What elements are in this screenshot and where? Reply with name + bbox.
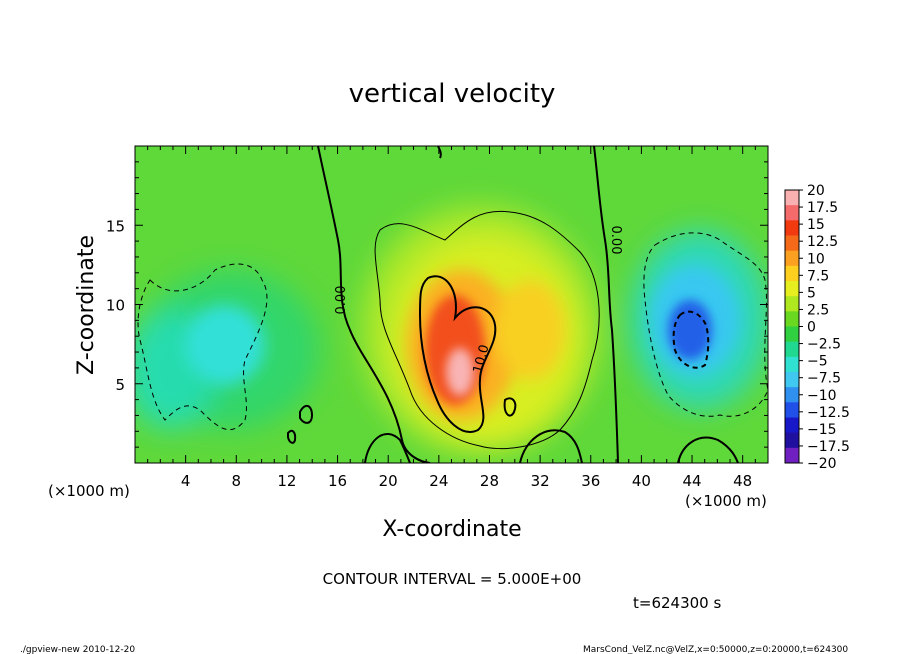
contour-label-ten: 10.0	[471, 343, 493, 375]
plot-area: 0.00 0.00 10.0	[135, 146, 768, 463]
colorbar-label: 17.5	[807, 200, 838, 216]
contour-bottom-right	[519, 429, 583, 463]
colorbar-label: 0	[807, 320, 816, 336]
colorbar-label: −5	[807, 354, 828, 370]
colorbar-label: 15	[807, 217, 825, 233]
colorbar-swatch	[785, 296, 799, 312]
colorbar-swatch	[785, 356, 799, 373]
colorbar-label: −10	[807, 388, 837, 404]
colorbar-swatch	[785, 341, 799, 358]
x-tick-label: 32	[531, 472, 550, 490]
y-axis-label: Z-coordinate	[74, 235, 99, 375]
x-tick-label: 28	[480, 472, 499, 490]
y-tick-label: 10	[106, 297, 125, 315]
colorbar-swatch	[785, 220, 799, 236]
colorbar-swatch	[785, 372, 799, 388]
y-tick-label: 15	[106, 217, 125, 235]
colorbar-swatch	[785, 250, 799, 267]
heatmap-region-updraft-peak	[446, 348, 474, 396]
footer-right: MarsCond_VelZ.nc@VelZ,x=0:50000,z=0:2000…	[583, 645, 848, 654]
x-tick-label: 8	[232, 472, 242, 490]
colorbar-label: 5	[807, 285, 816, 301]
x-unit-right: (×1000 m)	[685, 492, 767, 510]
colorbar-swatch	[785, 326, 799, 343]
x-axis: 4 8 12 16 20 24 28 32 36 40 44 48	[134, 146, 769, 490]
contour-small-blob-b	[287, 429, 297, 444]
contour-ten	[418, 275, 497, 433]
colorbar-label: −2.5	[807, 337, 841, 353]
colorbar-label: 10	[807, 251, 825, 267]
colorbar-swatch	[785, 265, 799, 282]
colorbar-swatch	[785, 235, 799, 252]
heatmap-region-updraft-arm	[495, 280, 565, 380]
footer-left: ./gpview-new 2010-12-20	[20, 645, 135, 654]
colorbar-swatch	[785, 417, 799, 434]
colorbar-swatch	[785, 432, 799, 449]
x-tick-label: 24	[429, 472, 448, 490]
contour-five	[374, 210, 600, 450]
y-tick-label: 5	[115, 376, 125, 394]
time-text: t=624300 s	[633, 594, 721, 612]
colorbar-label: −17.5	[807, 439, 850, 455]
heatmap-region-downdraft-left	[185, 305, 265, 385]
colorbar-label: −15	[807, 422, 837, 438]
colorbar-label: −12.5	[807, 405, 850, 421]
x-tick-label: 40	[632, 472, 651, 490]
contour-neg-right	[643, 232, 768, 417]
colorbar-swatch	[785, 447, 799, 464]
colorbar-label: 20	[807, 183, 825, 199]
colorbar-label: −20	[807, 456, 837, 472]
chart-title: vertical velocity	[349, 79, 556, 109]
x-tick-label: 44	[682, 472, 701, 490]
x-tick-label: 36	[581, 472, 600, 490]
contour-neg-left	[137, 263, 268, 431]
x-tick-label: 4	[181, 472, 191, 490]
contour-small-blob-c	[503, 397, 517, 417]
colorbar-swatch	[785, 387, 799, 403]
contour-bottom-far-right	[677, 436, 739, 463]
colorbar-swatch	[785, 281, 799, 297]
colorbar-label: 12.5	[807, 234, 838, 250]
colorbar-label: 7.5	[807, 268, 829, 284]
y-axis: 5 10 15	[106, 145, 768, 464]
colorbar-label: −7.5	[807, 371, 841, 387]
x-unit-left: (×1000 m)	[48, 482, 130, 500]
contour-interval-text: CONTOUR INTERVAL = 5.000E+00	[323, 570, 582, 588]
contour-neg-ten	[672, 310, 710, 369]
colorbar-swatch	[785, 311, 799, 327]
colorbar-label: 2.5	[807, 302, 829, 318]
contour-zero-right	[593, 146, 619, 463]
colorbar-swatch	[785, 402, 799, 418]
colorbar-swatch	[785, 205, 799, 221]
x-tick-label: 12	[277, 472, 296, 490]
contour-small-blob-a	[299, 404, 314, 424]
contour-bottom-left	[364, 433, 411, 463]
colorbar-swatch	[785, 190, 799, 206]
x-axis-label: X-coordinate	[382, 517, 521, 542]
x-tick-label: 20	[379, 472, 398, 490]
contour-label-right: 0.00	[608, 226, 623, 255]
x-tick-label: 48	[733, 472, 752, 490]
x-tick-label: 16	[328, 472, 347, 490]
contour-label-left: 0.00	[334, 286, 349, 315]
contour-zero-left	[317, 146, 431, 463]
